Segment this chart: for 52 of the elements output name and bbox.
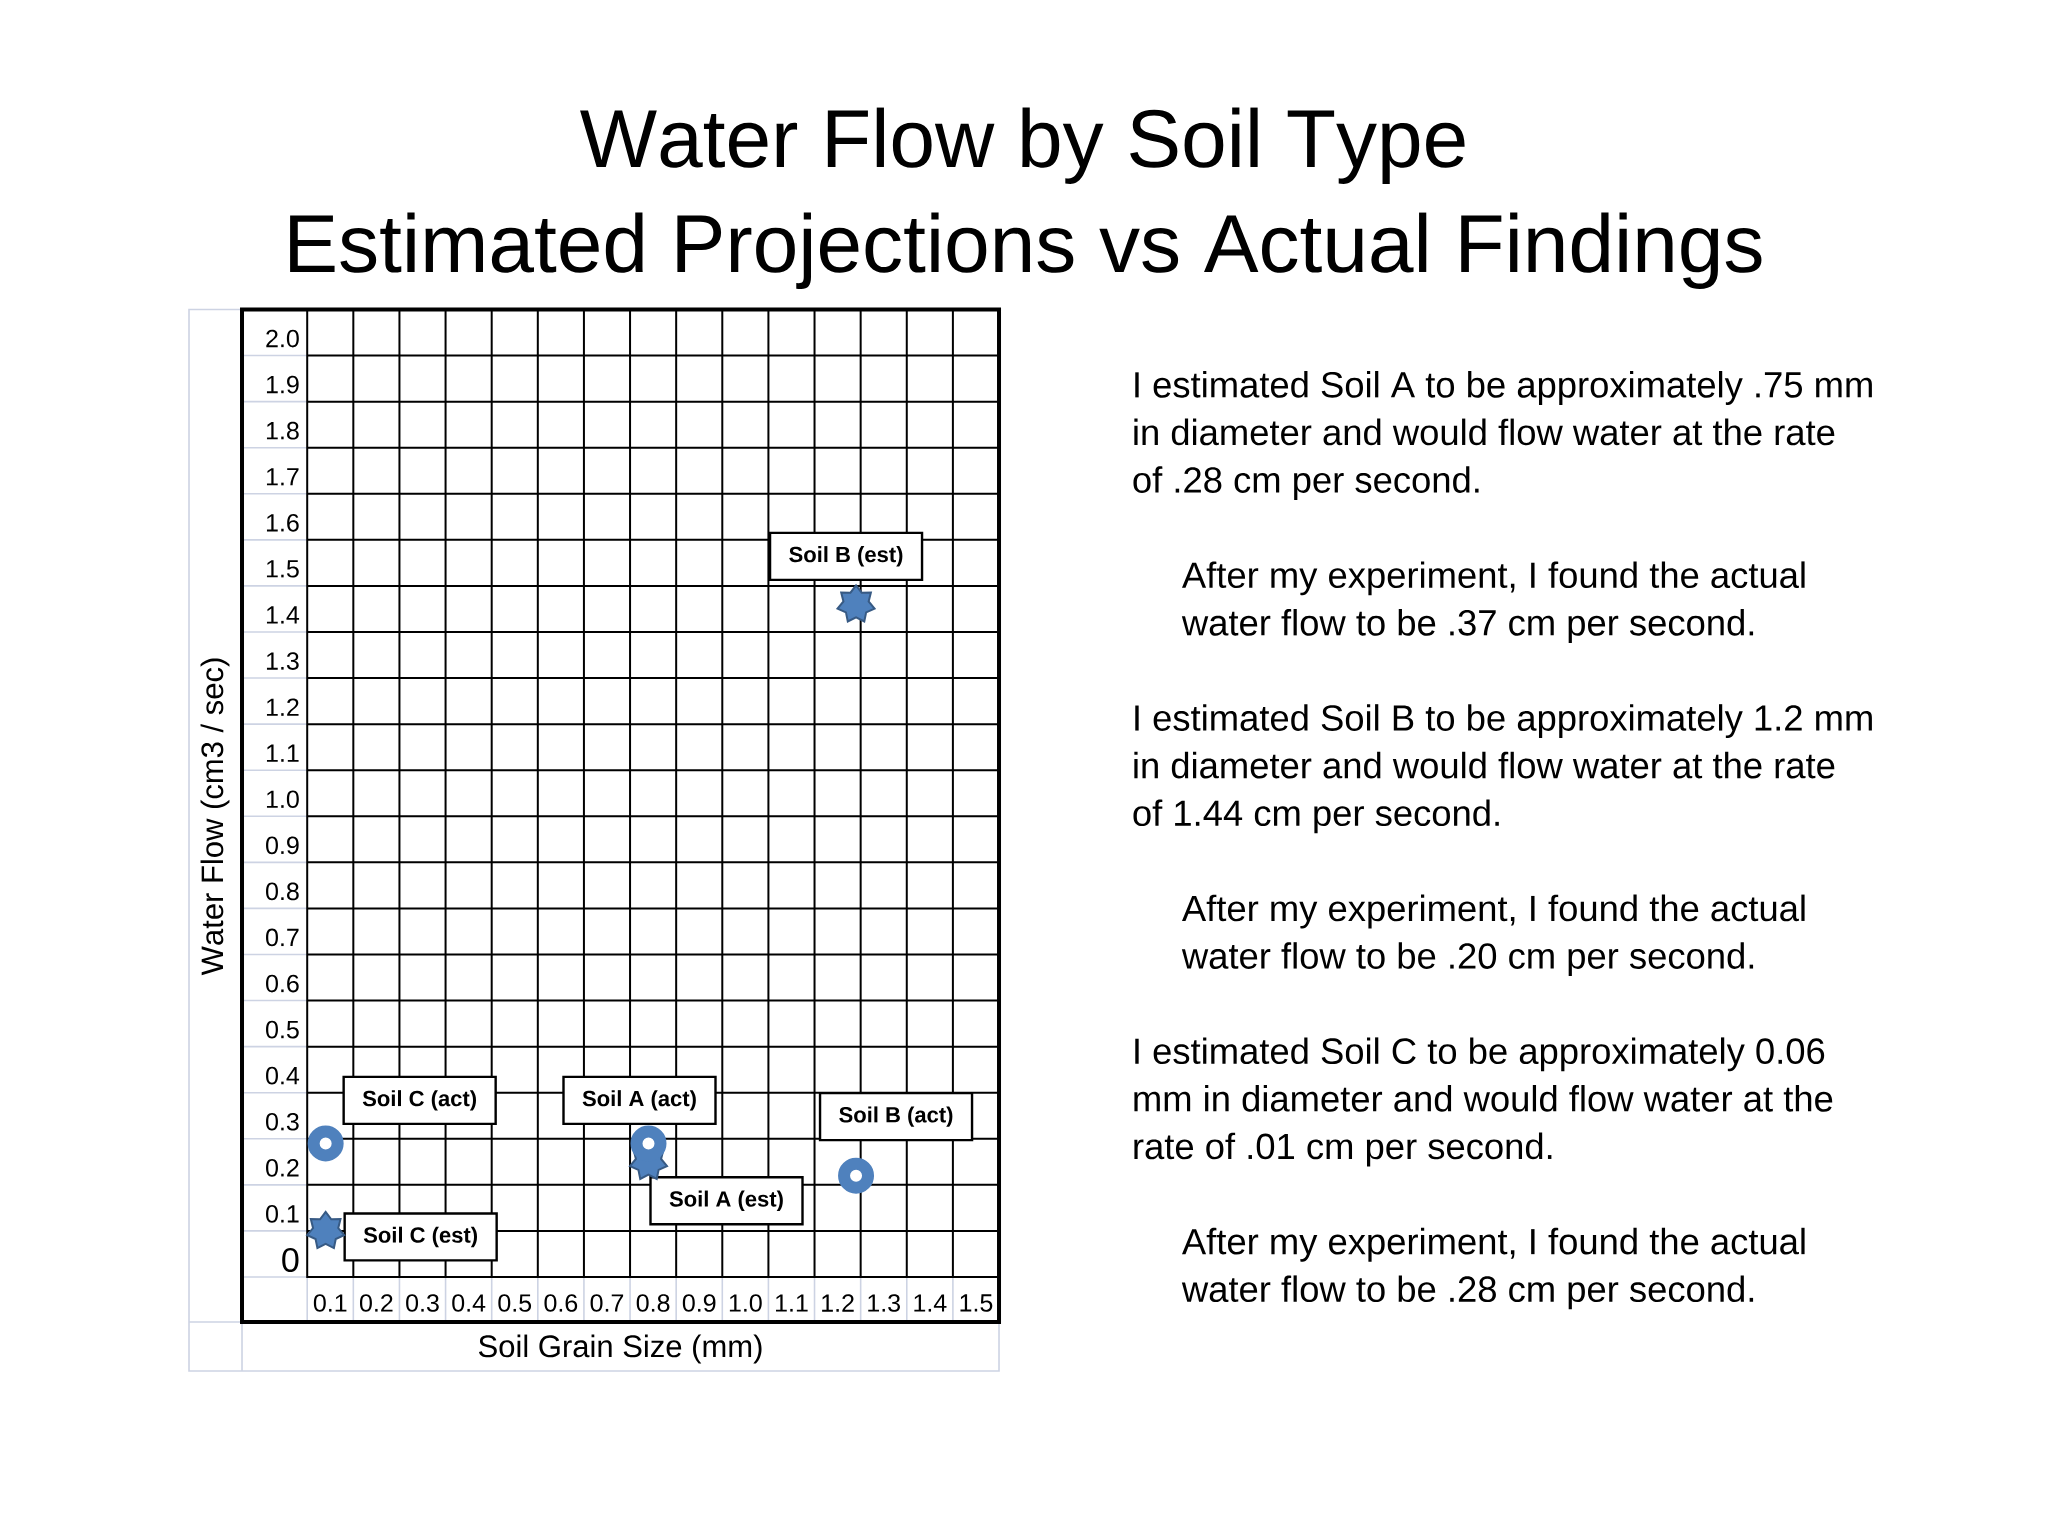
x-axis-title: Soil Grain Size (mm) [478,1334,762,1364]
y-tick-label: 2.0 [266,329,299,348]
x-tick-label: 1.0 [729,1294,762,1312]
chart-subtitle: Estimated Projections vs Actual Findings [290,212,1762,289]
x-tick-label: 1.5 [960,1294,993,1312]
x-tick-label: 0.5 [498,1294,532,1312]
x-tick-label: 1.2 [822,1294,854,1312]
y-tick-label: 1.2 [266,698,299,716]
series-label: Soil C (act) [362,1090,477,1111]
y-tick-label: 0.2 [266,1158,299,1177]
series-label: Soil A (est) [669,1190,783,1212]
y-tick-label: 1.5 [266,560,299,578]
y-tick-label: 1.9 [266,375,299,394]
x-tick-label: 1.1 [776,1294,808,1312]
y-tick-label: 1.6 [266,513,299,532]
text: I estimated Soil B to be approximately 1.2 mm in diameter and would flow water at the rate of 1.44 cm per second. [1133,704,1872,834]
x-tick-label: 1.4 [914,1294,947,1312]
text: I estimated Soil C to be approximately 0.06 mm in diameter and would flow water at the rate of .01 cm per second. [1134,1037,1833,1167]
series-label: Soil B (act) [839,1106,953,1127]
y-tick-label: 0.7 [266,928,299,947]
y-tick-label: 1.8 [266,421,299,440]
text: After my experiment, I found the actual water flow to be .20 cm per second. [1181,894,1805,977]
series-label: Soil A (act) [582,1090,696,1111]
y-tick-label: 0.6 [266,974,299,993]
y-tick-label: 0.5 [266,1020,299,1039]
text: After my experiment, I found the actual water flow to be .28 cm per second. [1181,1227,1805,1310]
y-tick-label: 0.1 [266,1205,299,1223]
x-tick-label: 0.8 [636,1294,670,1312]
x-tick-label: 0.2 [359,1294,393,1312]
x-tick-label: 0.3 [406,1294,439,1312]
series-label: Soil C (est) [363,1226,478,1248]
y-tick-label: 0.8 [266,882,299,901]
x-tick-label: 0.6 [544,1294,578,1312]
y-tick-label: 0.9 [266,836,299,855]
x-tick-label: 1.3 [868,1294,900,1312]
y-tick-label: 1.4 [266,606,300,624]
y-tick-label: 1.3 [266,652,299,670]
text: I estimated Soil A to be approximately .75 mm in diameter and would flow water at the rate of .28 cm per second. [1133,370,1872,501]
x-tick-label: 0.9 [682,1294,716,1312]
series-label: Soil B (est) [789,546,903,567]
y-axis-title: Water Flow (cm3 / sec) [200,658,230,976]
y-tick-label: 0.3 [266,1112,299,1131]
y-tick-label: 1.1 [266,744,299,762]
x-tick-label: 0.7 [590,1294,624,1312]
y-tick-label: 0 [282,1247,299,1273]
chart-title: Water Flow by Soil Type [580,107,1465,184]
y-tick-label: 1.0 [266,790,299,809]
y-tick-label: 1.7 [266,468,299,486]
x-tick-label: 0.4 [452,1294,486,1312]
y-tick-label: 0.4 [266,1066,300,1085]
x-tick-label: 0.1 [313,1294,347,1312]
text: After my experiment, I found the actual water flow to be .37 cm per second. [1181,561,1805,643]
